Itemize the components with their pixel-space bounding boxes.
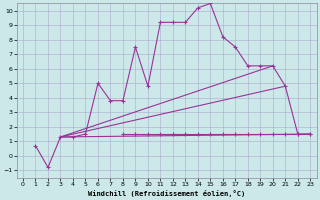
X-axis label: Windchill (Refroidissement éolien,°C): Windchill (Refroidissement éolien,°C) <box>88 190 245 197</box>
